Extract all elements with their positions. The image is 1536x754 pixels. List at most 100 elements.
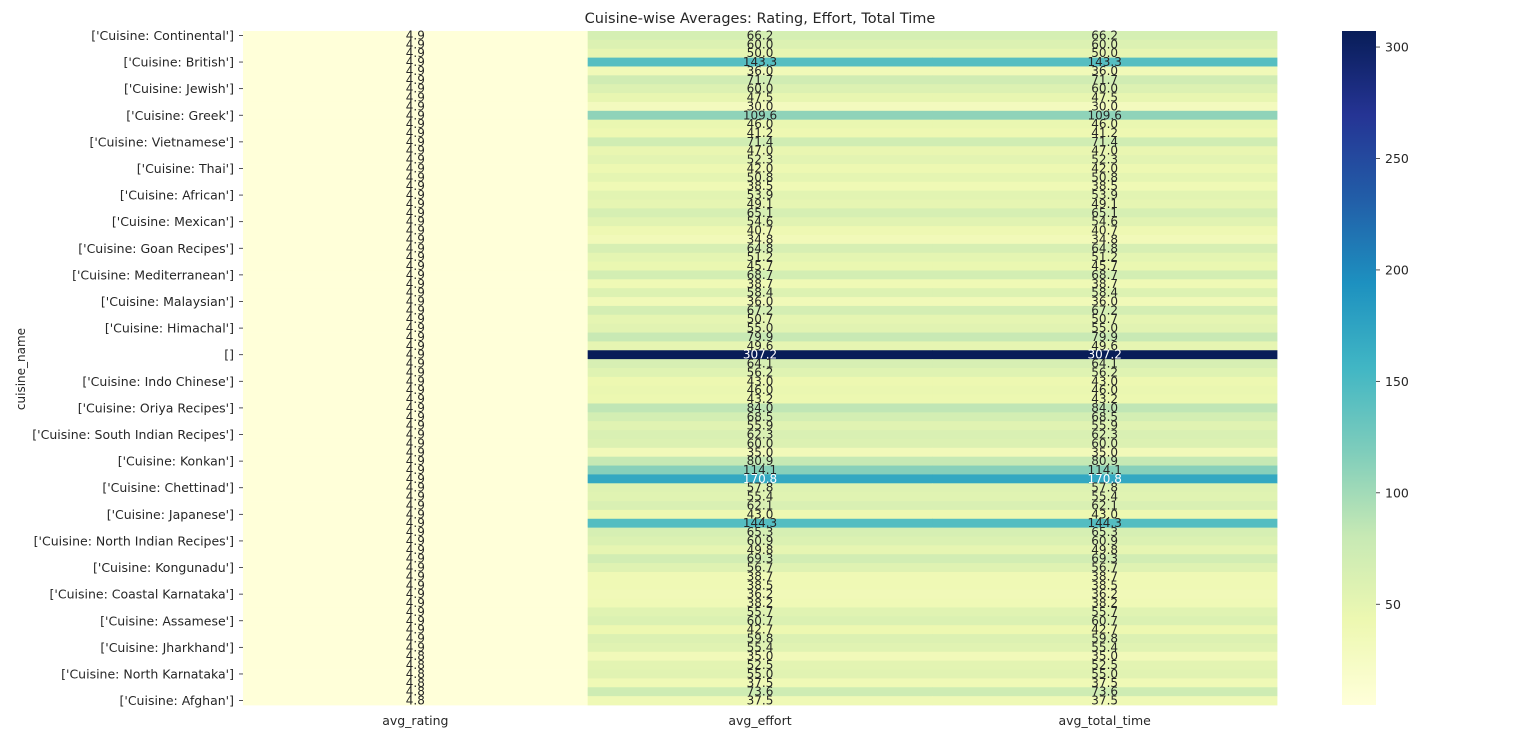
- heatmap-cell: [587, 297, 933, 307]
- heatmap-cell: [243, 243, 589, 254]
- cell-value-label: 55.4: [747, 490, 774, 504]
- cell-value-label: 4.9: [406, 161, 425, 175]
- cell-value-label: 4.9: [406, 197, 425, 211]
- cell-value-label: 38.7: [747, 277, 774, 291]
- cell-value-label: 64.8: [1091, 241, 1118, 255]
- cell-value-label: 50.8: [747, 170, 774, 184]
- heatmap-cell: [587, 616, 933, 626]
- cell-value-label: 57.8: [1091, 481, 1118, 495]
- cell-value-label: 56.2: [1091, 365, 1118, 379]
- heatmap-cell: [587, 261, 933, 271]
- cell-value-label: 68.5: [1091, 410, 1118, 424]
- row-label: ['Cuisine: Assamese']: [100, 613, 234, 628]
- cell-value-label: 144.3: [1087, 516, 1121, 530]
- heatmap-cell: [932, 57, 1278, 67]
- cell-value-label: 52.3: [1091, 153, 1118, 167]
- heatmap-cell: [932, 696, 1278, 706]
- cell-value-label: 71.4: [747, 135, 774, 149]
- heatmap-cell: [243, 350, 589, 360]
- heatmap-cell: [243, 137, 589, 147]
- cell-value-label: 4.9: [406, 605, 425, 619]
- heatmap-cell: [243, 607, 589, 617]
- heatmap-cell: [243, 226, 589, 236]
- heatmap-cells: [243, 31, 1278, 706]
- heatmap-cell: [243, 305, 589, 316]
- heatmap-cell: [932, 190, 1278, 200]
- cell-value-label: 55.4: [1091, 490, 1118, 504]
- cell-value-label: 4.9: [406, 144, 425, 158]
- cell-value-label: 4.9: [406, 436, 425, 450]
- heatmap-cell: [932, 483, 1278, 493]
- heatmap-cell: [243, 509, 589, 520]
- heatmap-cell: [932, 243, 1278, 254]
- cell-value-label: 4.9: [406, 170, 425, 184]
- heatmap-cell: [932, 571, 1278, 582]
- row-label: ['Cuisine: Continental']: [91, 28, 234, 43]
- cell-value-label: 38.5: [1091, 179, 1118, 193]
- heatmap-cell: [587, 181, 933, 192]
- heatmap-cell: [587, 474, 933, 484]
- cell-value-label: 4.9: [406, 330, 425, 344]
- cell-value-label: 35.0: [747, 445, 774, 459]
- cell-value-label: 38.7: [1091, 569, 1118, 583]
- heatmap-cell: [932, 39, 1278, 50]
- heatmap-cell: [243, 536, 589, 546]
- heatmap-cell: [932, 678, 1278, 688]
- cell-value-label: 4.9: [406, 365, 425, 379]
- row-label: ['Cuisine: Konkan']: [118, 454, 234, 469]
- cell-value-label: 38.7: [747, 569, 774, 583]
- cell-value-label: 38.7: [1091, 277, 1118, 291]
- heatmap-cell: [932, 305, 1278, 316]
- heatmap-cell: [587, 252, 933, 262]
- cell-value-label: 73.6: [747, 685, 774, 699]
- cell-value-label: 4.9: [406, 552, 425, 566]
- heatmap-cell: [587, 483, 933, 493]
- cell-value-label: 4.9: [406, 383, 425, 397]
- cell-value-label: 69.3: [747, 552, 774, 566]
- cell-value-label: 4.9: [406, 117, 425, 131]
- heatmap-cell: [932, 536, 1278, 546]
- cell-value-label: 36.0: [747, 64, 774, 78]
- cell-value-label: 66.2: [1091, 28, 1118, 42]
- cell-value-label: 4.9: [406, 640, 425, 654]
- cell-value-label: 60.9: [1091, 534, 1118, 548]
- row-label: ['Cuisine: Kongunadu']: [93, 560, 234, 575]
- cell-value-label: 66.2: [747, 28, 774, 42]
- heatmap-cell: [932, 172, 1278, 183]
- heatmap-cell: [243, 580, 589, 591]
- cell-value-label: 65.1: [1091, 206, 1118, 220]
- heatmap-cell: [587, 128, 933, 138]
- cell-value-label: 4.9: [406, 481, 425, 495]
- heatmap-cell: [932, 75, 1278, 85]
- heatmap-cell: [587, 359, 933, 369]
- heatmap-cell: [932, 376, 1278, 387]
- heatmap-cell: [932, 226, 1278, 236]
- cell-value-label: 4.8: [406, 676, 425, 690]
- cell-value-label: 59.8: [1091, 631, 1118, 645]
- heatmap-cell: [243, 518, 589, 529]
- cell-value-label: 60.7: [747, 614, 774, 628]
- cell-value-label: 71.7: [1091, 73, 1118, 87]
- row-label: ['Cuisine: Thai']: [137, 161, 234, 176]
- cell-value-label: 4.9: [406, 401, 425, 415]
- heatmap-cell: [932, 297, 1278, 307]
- heatmap-cell: [243, 563, 589, 573]
- heatmap-cell: [587, 501, 933, 511]
- heatmap-cell: [243, 616, 589, 626]
- cell-value-label: 55.0: [747, 321, 774, 335]
- heatmap-cell: [587, 172, 933, 183]
- cell-value-label: 65.3: [1091, 525, 1118, 539]
- heatmap-cell: [587, 634, 933, 644]
- colorbar: 50 100 150 200 250 300: [1342, 31, 1409, 705]
- heatmap-cell: [587, 687, 933, 697]
- cell-value-label: 56.7: [1091, 561, 1118, 575]
- cell-value-label: 55.7: [1091, 605, 1118, 619]
- cell-value-label: 4.9: [406, 179, 425, 193]
- cell-value-label: 4.9: [406, 99, 425, 113]
- cell-value-label: 55.4: [1091, 640, 1118, 654]
- heatmap-cell: [243, 376, 589, 387]
- cell-value-label: 46.0: [1091, 117, 1118, 131]
- heatmap-cell: [932, 438, 1278, 449]
- cell-value-label: 50.7: [747, 312, 774, 326]
- cell-value-label: 4.9: [406, 28, 425, 42]
